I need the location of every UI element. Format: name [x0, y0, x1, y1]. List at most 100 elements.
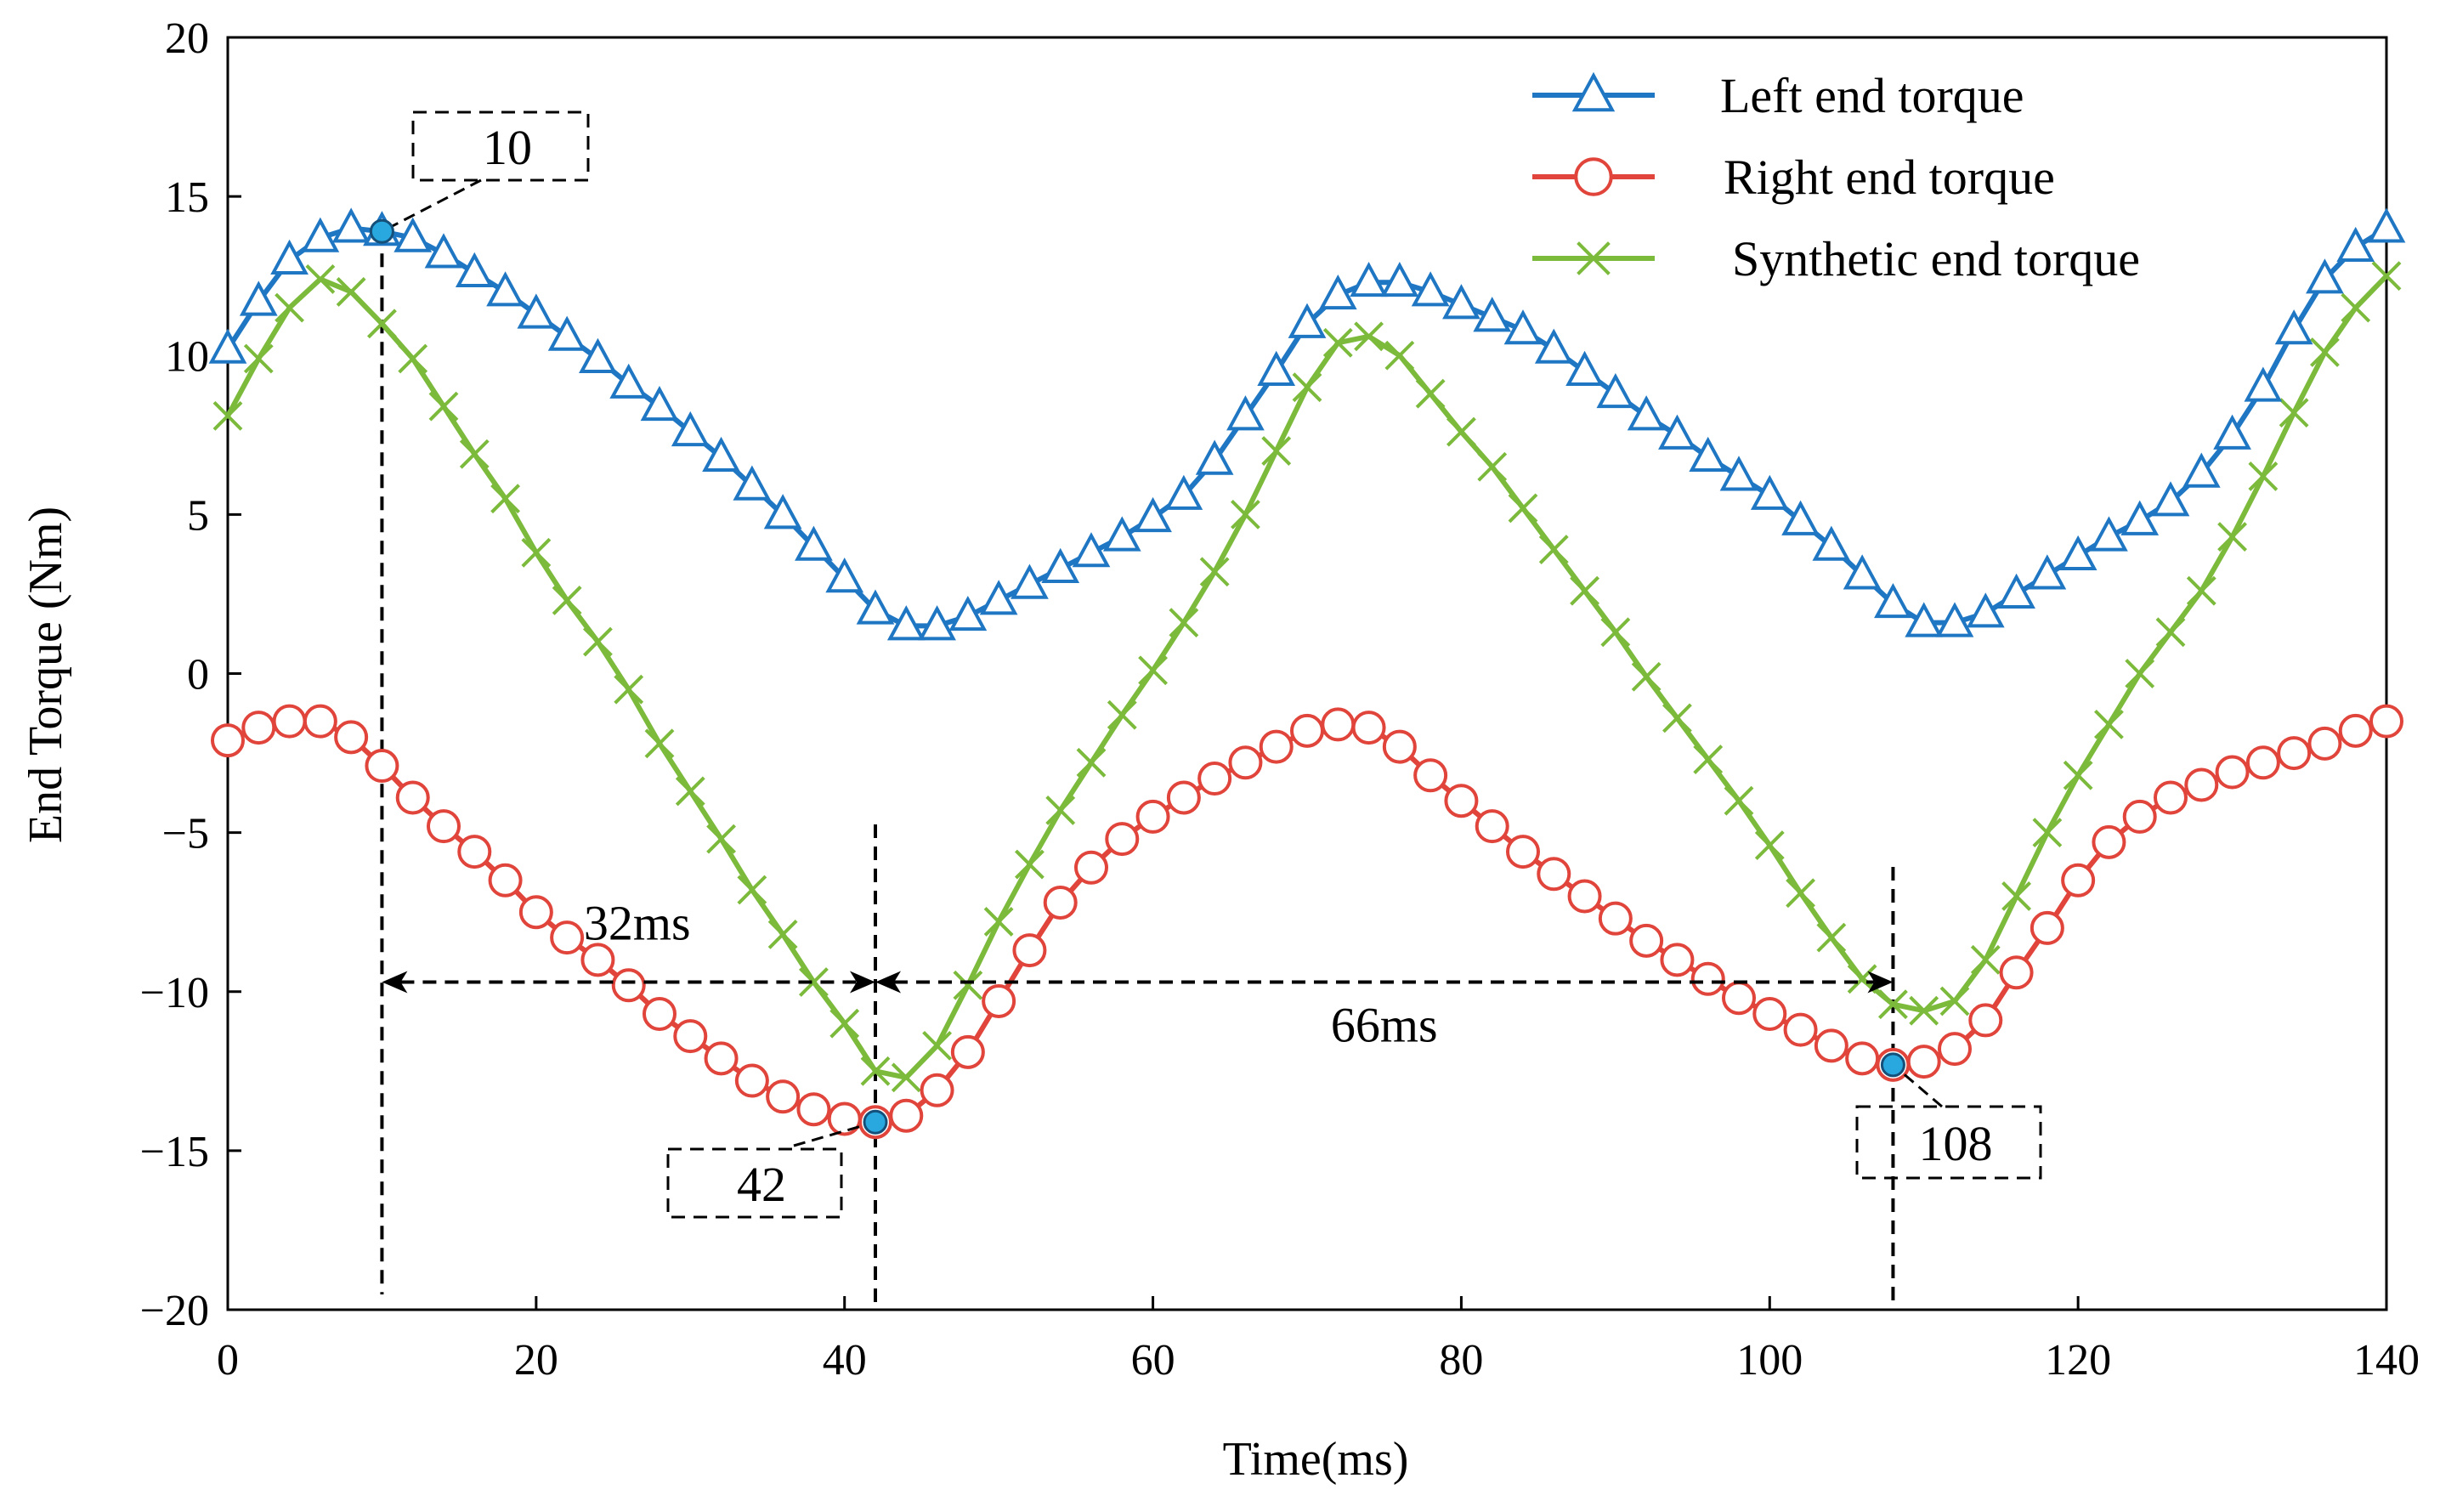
circle-marker	[1228, 745, 1263, 780]
plot-area	[226, 36, 2388, 1311]
x-tick-label: 0	[217, 1336, 239, 1385]
triangle-marker	[856, 589, 895, 625]
callout-box	[666, 1147, 843, 1219]
triangle-marker	[1288, 303, 1327, 338]
circle-marker	[1690, 961, 1725, 996]
highlight-point	[863, 1109, 888, 1135]
circle-marker	[365, 749, 399, 784]
circle-marker	[2030, 910, 2064, 945]
circle-marker	[2122, 799, 2157, 834]
x-marker	[243, 343, 274, 374]
circle-marker	[2369, 704, 2403, 739]
arrow-head-right	[1867, 971, 1894, 994]
triangle-marker	[424, 233, 463, 269]
circle-marker	[889, 1098, 924, 1133]
x-marker	[1322, 327, 1353, 358]
circle-marker	[1660, 943, 1695, 977]
x-marker	[459, 439, 490, 469]
circle-marker	[1574, 157, 1613, 196]
triangle-marker	[609, 363, 648, 399]
x-marker	[1415, 378, 1446, 409]
circle-marker	[1351, 711, 1386, 745]
x-marker	[212, 400, 243, 431]
circle-marker	[643, 996, 677, 1031]
circle-marker	[2338, 713, 2373, 748]
circle-marker	[1290, 713, 1324, 748]
x-marker	[2032, 818, 2063, 848]
triangle-marker	[671, 411, 710, 447]
x-marker	[2155, 617, 2186, 648]
triangle-marker	[733, 465, 772, 501]
triangle-marker	[331, 207, 371, 243]
triangle-marker	[1411, 271, 1450, 307]
triangle-marker	[270, 239, 309, 275]
x-marker	[1384, 340, 1415, 371]
triangle-marker	[1380, 261, 1419, 297]
circle-marker	[488, 863, 523, 898]
y-tick-label: −10	[140, 969, 209, 1017]
circle-marker	[1413, 758, 1448, 793]
x-tick-label: 20	[514, 1336, 558, 1385]
x-marker	[799, 967, 829, 997]
circle-marker	[1166, 780, 1201, 815]
triangle-marker	[393, 217, 433, 252]
triangle-marker	[2274, 309, 2313, 345]
y-tick-label: −5	[162, 810, 209, 858]
x-tick-label: 40	[823, 1336, 867, 1385]
triangle-marker	[1102, 516, 1141, 552]
circle-marker	[1722, 981, 1756, 1016]
triangle-marker	[1719, 456, 1758, 491]
circle-marker	[272, 704, 307, 739]
x-marker	[1662, 703, 1692, 733]
circle-marker	[1968, 1003, 2003, 1038]
interval-label-32ms: 32ms	[584, 896, 691, 951]
interval-label-66ms: 66ms	[1331, 998, 1438, 1053]
series-line-synthetic	[225, 274, 2389, 1080]
x-marker	[1199, 557, 1230, 587]
x-marker	[767, 919, 798, 949]
callout-label: 42	[737, 1157, 786, 1212]
series-synthetic	[212, 261, 2402, 1093]
triangle-marker	[1781, 500, 1820, 535]
triangle-marker	[455, 252, 494, 287]
circle-marker	[1012, 933, 1047, 968]
callouts: 10 42 108	[369, 110, 2042, 1219]
triangle-marker	[2151, 481, 2190, 517]
legend-label-right: Right end torque	[1724, 150, 2055, 205]
x-marker	[1076, 747, 1107, 778]
circle-marker	[611, 968, 646, 1003]
x-marker	[2279, 398, 2309, 428]
legend-label-synthetic: Synthetic end torque	[1732, 231, 2140, 286]
circle-marker	[211, 723, 245, 758]
circle-marker	[766, 1079, 801, 1114]
triangle-marker	[2336, 226, 2375, 263]
arrow-head-left	[875, 971, 901, 994]
triangle-marker	[239, 280, 278, 316]
x-marker	[2371, 261, 2402, 292]
triangle-marker	[2244, 366, 2283, 402]
triangle-marker	[486, 271, 524, 307]
x-marker	[1477, 451, 1508, 482]
circle-marker	[2184, 767, 2219, 802]
circle-marker	[1814, 1028, 1848, 1063]
guide-lines	[380, 231, 1895, 1306]
x-tick-label: 120	[2045, 1336, 2111, 1385]
circle-marker	[334, 720, 369, 755]
triangle-marker	[2090, 516, 2128, 552]
x-marker	[2125, 659, 2155, 688]
x-marker	[1878, 989, 1908, 1020]
arrow-head-left	[382, 971, 408, 994]
circle-marker	[2061, 863, 2096, 898]
circle-marker	[1259, 729, 1294, 764]
x-marker	[398, 343, 428, 374]
triangle-marker	[1473, 297, 1512, 332]
triangle-marker	[2120, 500, 2160, 535]
circle-marker	[1906, 1045, 1941, 1079]
triangle-marker	[886, 605, 926, 641]
series-layer	[208, 207, 2406, 1140]
series-right	[211, 704, 2403, 1140]
arrow-head-right	[850, 971, 875, 994]
y-tick-label: 20	[165, 14, 209, 63]
x-marker	[983, 907, 1014, 937]
